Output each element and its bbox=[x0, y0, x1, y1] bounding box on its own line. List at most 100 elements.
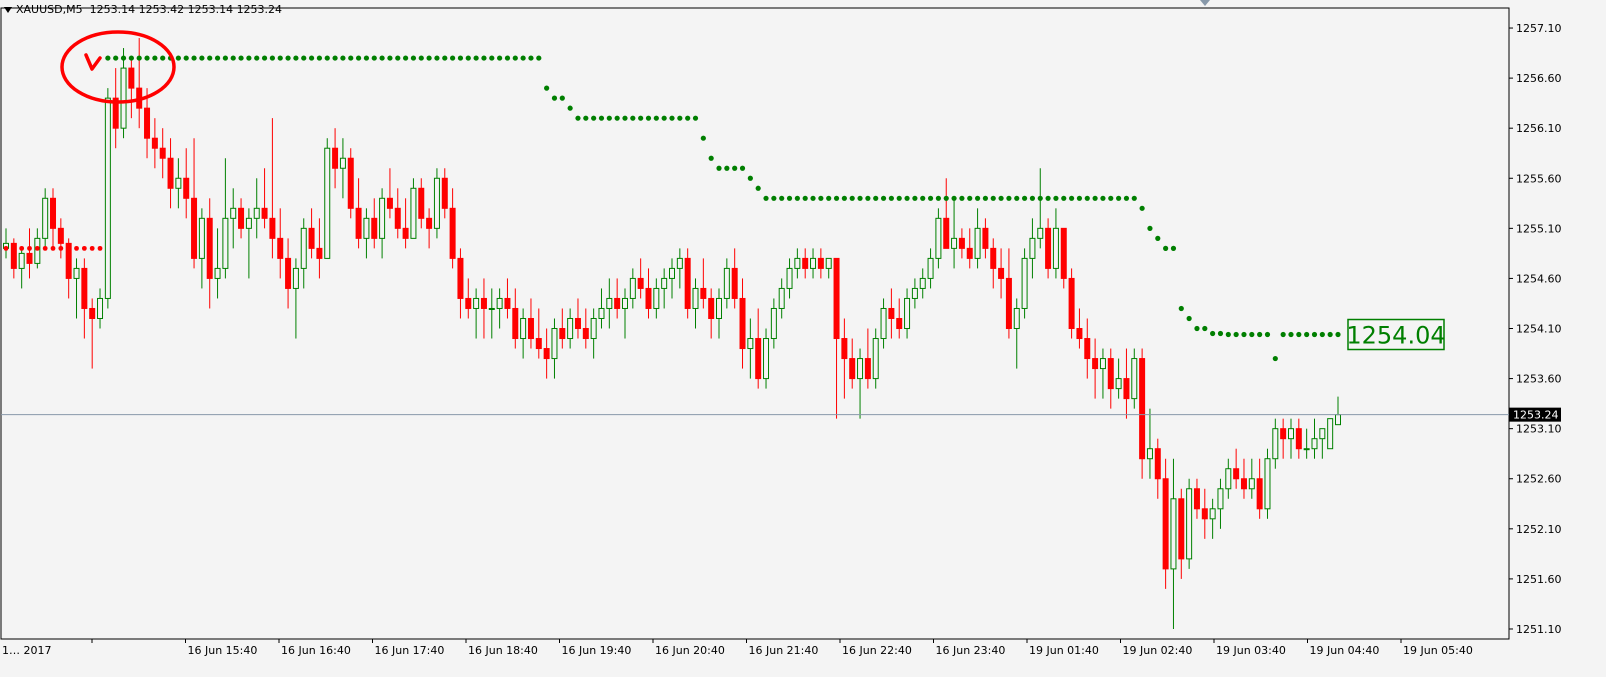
sar-dot bbox=[818, 195, 824, 201]
candle-body bbox=[676, 257, 683, 269]
sell-arrow-icon bbox=[84, 53, 102, 71]
candle-body bbox=[614, 297, 621, 309]
x-tick-label: 16 Jun 16:40 bbox=[281, 644, 351, 657]
sar-dot bbox=[653, 115, 659, 121]
dropdown-triangle-icon[interactable] bbox=[4, 7, 12, 13]
candle-body bbox=[621, 297, 628, 309]
candle-body bbox=[206, 217, 213, 279]
candle-body bbox=[606, 297, 613, 309]
candle-body bbox=[402, 227, 409, 239]
sar-dot bbox=[896, 195, 902, 201]
symbol-label: XAUUSD,M5 bbox=[16, 3, 83, 16]
candle-body bbox=[684, 257, 691, 309]
price-tag bbox=[1509, 407, 1561, 422]
candle-body bbox=[716, 297, 723, 319]
sar-dot bbox=[794, 195, 800, 201]
sar-dot bbox=[880, 195, 887, 201]
sar-dot bbox=[160, 55, 166, 61]
sar-dot bbox=[755, 185, 761, 191]
candle-body bbox=[488, 307, 495, 310]
candle-body bbox=[731, 267, 738, 299]
candle-body bbox=[465, 297, 472, 309]
candle-body bbox=[661, 277, 668, 289]
candle-body bbox=[1287, 428, 1294, 440]
candle-body bbox=[300, 227, 307, 269]
candle-body bbox=[504, 297, 511, 309]
candle-body bbox=[73, 267, 80, 279]
sar-dot bbox=[293, 55, 299, 61]
candle-body bbox=[277, 237, 284, 259]
sar-dot bbox=[426, 55, 432, 61]
sar-dot bbox=[943, 195, 949, 201]
signal-dot bbox=[34, 245, 40, 251]
candle-body bbox=[1178, 498, 1185, 560]
sar-dot bbox=[669, 115, 675, 121]
sar-dot bbox=[583, 115, 589, 121]
candle-body bbox=[245, 217, 252, 229]
candle-body bbox=[919, 277, 926, 289]
sar-dot bbox=[363, 55, 370, 61]
candle-body bbox=[253, 207, 260, 219]
signal-dot bbox=[74, 245, 79, 251]
sar-dot bbox=[551, 95, 558, 101]
signal-dot bbox=[27, 245, 32, 251]
sar-dot bbox=[833, 195, 840, 201]
candle-body bbox=[700, 287, 707, 299]
sar-dot bbox=[442, 55, 448, 61]
scroll-marker-icon[interactable] bbox=[1200, 0, 1210, 6]
sar-dot bbox=[1021, 195, 1028, 201]
sar-dot bbox=[1249, 331, 1255, 338]
candle-body bbox=[159, 147, 166, 159]
sar-dot bbox=[152, 55, 158, 61]
sar-dot bbox=[348, 55, 354, 61]
sar-dot bbox=[512, 55, 518, 61]
candle-body bbox=[1115, 378, 1122, 390]
sar-dot bbox=[849, 195, 855, 201]
sar-dot bbox=[1280, 331, 1286, 338]
y-tick-label: 1255.10 bbox=[1516, 222, 1562, 235]
sar-dot bbox=[214, 55, 221, 61]
candle-body bbox=[520, 317, 527, 340]
candle-body bbox=[324, 147, 331, 259]
candle-body bbox=[1319, 428, 1326, 440]
sar-dot bbox=[912, 195, 918, 201]
sar-dot bbox=[144, 55, 150, 61]
candle-body bbox=[441, 177, 448, 209]
candle-body bbox=[1170, 498, 1177, 570]
x-tick-label: 16 Jun 15:40 bbox=[188, 644, 258, 657]
candle-body bbox=[629, 277, 636, 299]
candle-body bbox=[175, 177, 182, 189]
sar-dot bbox=[1257, 331, 1263, 338]
sar-dot bbox=[1296, 331, 1302, 338]
x-tick-label: 16 Jun 23:40 bbox=[936, 644, 1006, 657]
sar-dot bbox=[622, 115, 628, 121]
candle-body bbox=[1107, 358, 1114, 390]
sar-dot bbox=[1139, 205, 1145, 211]
y-axis: 1257.10 1256.60 1256.10 1255.60 1255.10 1254.… bbox=[1, 22, 1562, 636]
candle-body bbox=[1335, 414, 1341, 426]
candle-body bbox=[1045, 227, 1052, 269]
sar-dot bbox=[246, 55, 252, 61]
sar-dot bbox=[927, 195, 934, 201]
candle-body bbox=[496, 297, 503, 309]
sar-dot bbox=[387, 55, 393, 61]
signal-dot bbox=[81, 245, 87, 251]
candle-body bbox=[449, 207, 456, 259]
sar-dot bbox=[379, 55, 385, 61]
candle-body bbox=[763, 338, 770, 380]
y-tick-label: 1256.10 bbox=[1516, 122, 1562, 135]
candle-body bbox=[958, 237, 965, 249]
sar-dot bbox=[536, 55, 542, 61]
candle-body bbox=[770, 307, 777, 340]
candle-body bbox=[1068, 277, 1075, 330]
y-tick-label: 1254.10 bbox=[1516, 323, 1562, 336]
candle-body bbox=[1154, 448, 1161, 480]
candle-body bbox=[1092, 358, 1099, 370]
sar-dot bbox=[301, 55, 307, 61]
sar-dot bbox=[567, 105, 573, 111]
sar-dot bbox=[591, 115, 597, 121]
sar-dot bbox=[1178, 305, 1184, 312]
candle-body bbox=[473, 297, 480, 309]
